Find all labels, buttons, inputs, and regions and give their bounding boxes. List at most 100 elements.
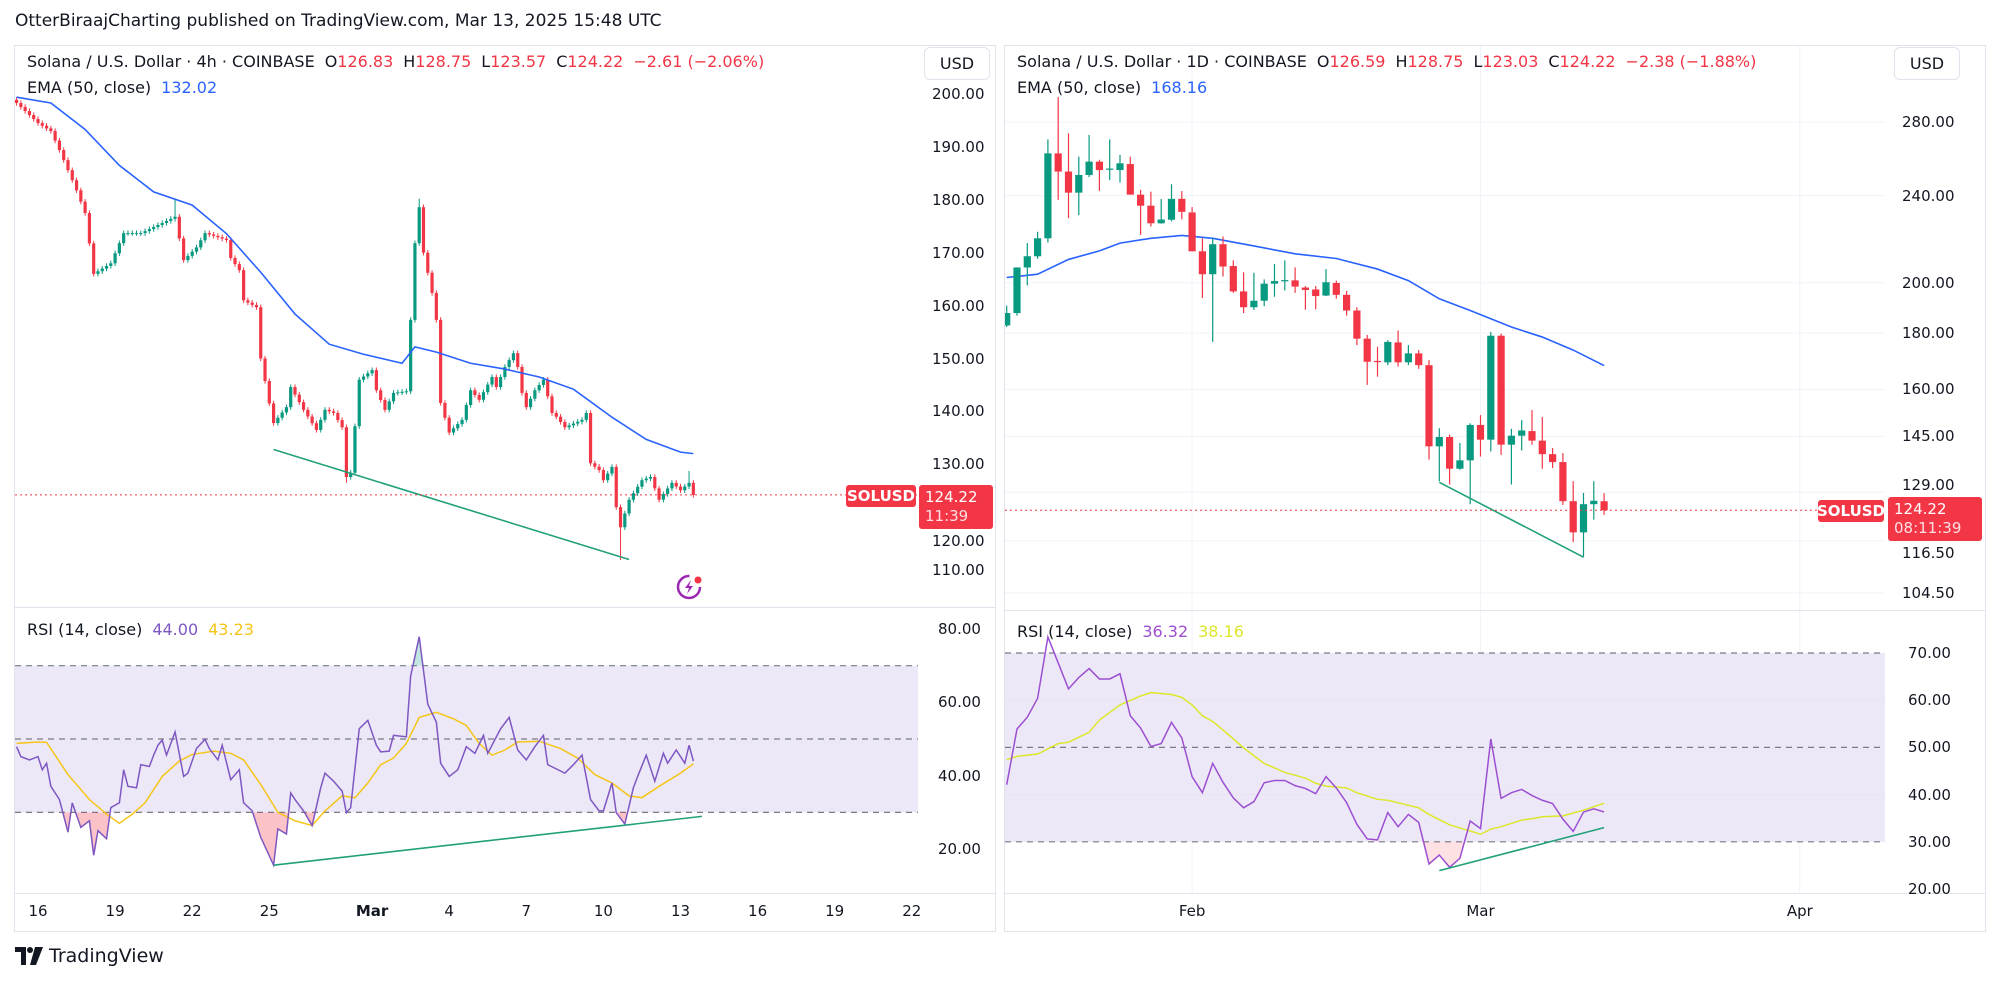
price-trendline — [273, 448, 630, 561]
time-tick: 19 — [105, 902, 125, 920]
right-symbol-title: Solana / U.S. Dollar · 1D · COINBASE — [1017, 52, 1307, 71]
candle-body — [400, 391, 404, 393]
candle-body — [203, 233, 207, 241]
price-tick: 170.00 — [932, 243, 985, 262]
candle-body — [417, 207, 421, 244]
candle-body — [666, 488, 670, 495]
candle-body — [1250, 300, 1258, 308]
rsi-tick: 20.00 — [938, 840, 981, 859]
candle-body — [1005, 313, 1011, 326]
candle-body — [469, 390, 473, 406]
candle-body — [1476, 424, 1485, 440]
candle-body — [250, 302, 254, 305]
candle-body — [1590, 500, 1598, 505]
rsi-value: 36.32 — [1142, 622, 1189, 641]
candle-body — [1343, 294, 1351, 311]
candle-body — [1229, 266, 1237, 292]
candle-body — [571, 423, 576, 426]
candle-body — [588, 412, 593, 464]
candle-body — [1198, 251, 1206, 275]
lightning-logo-icon[interactable] — [676, 574, 702, 600]
ema-value: 132.02 — [161, 78, 218, 97]
candle-body — [683, 486, 687, 491]
candle-body — [1137, 194, 1145, 206]
candle-body — [661, 494, 665, 500]
brand-name: TradingView — [49, 945, 164, 967]
left-symbol-legend[interactable]: Solana / U.S. Dollar · 4h · COINBASE O12… — [27, 52, 764, 71]
rsi-tick: 30.00 — [1908, 832, 1951, 851]
candle-body — [614, 466, 618, 508]
candle-body — [576, 421, 580, 424]
candle-body — [439, 319, 443, 403]
candle-body — [413, 243, 417, 320]
tradingview-logo-icon — [15, 947, 43, 965]
price-tick: 240.00 — [1902, 186, 1955, 205]
candle-body — [447, 417, 451, 433]
left-currency-button[interactable]: USD — [924, 47, 990, 80]
candle-body — [584, 412, 588, 420]
right-rsi-pane[interactable] — [1005, 611, 1885, 893]
rsi-tick: 40.00 — [938, 766, 981, 785]
close-label: C — [1548, 52, 1560, 71]
candle-body — [1435, 437, 1443, 447]
candle-body — [1312, 289, 1320, 297]
candle-body — [606, 473, 610, 481]
candle-body — [499, 377, 503, 388]
close-value: 124.22 — [567, 52, 624, 71]
candle-body — [323, 409, 327, 420]
right-pane-separator[interactable] — [1005, 610, 1985, 611]
candle-body — [229, 240, 233, 258]
time-tick: 25 — [259, 902, 279, 920]
footer-branding[interactable]: TradingView — [15, 945, 164, 967]
time-tick: 22 — [182, 902, 202, 920]
left-price-pane[interactable] — [15, 96, 918, 561]
candle-body — [1064, 171, 1073, 193]
candle-body — [1456, 460, 1464, 469]
candle-body — [361, 376, 366, 380]
candle-body — [242, 270, 246, 301]
candle-body — [1600, 501, 1608, 511]
candle-body — [464, 405, 468, 420]
candle-body — [62, 150, 66, 161]
candle-body — [237, 264, 241, 271]
candle-body — [224, 238, 229, 241]
candle-body — [370, 370, 374, 374]
candle-body — [691, 482, 695, 495]
bar-countdown: 11:39 — [925, 507, 969, 525]
candle-body — [301, 402, 306, 410]
candle-body — [657, 488, 661, 500]
candle-body — [130, 233, 134, 235]
time-tick: 10 — [593, 902, 613, 920]
candle-body — [490, 377, 494, 385]
time-tick: 4 — [444, 902, 454, 920]
candle-body — [53, 131, 57, 141]
candle-body — [70, 170, 74, 181]
left-rsi-legend[interactable]: RSI (14, close) 44.00 43.23 — [27, 620, 254, 639]
right-ema-legend[interactable]: EMA (50, close) 168.16 — [1017, 78, 1207, 97]
candle-body — [15, 99, 19, 103]
candle-body — [1538, 440, 1546, 455]
left-ema-legend[interactable]: EMA (50, close) 132.02 — [27, 78, 217, 97]
left-rsi-pane[interactable] — [15, 636, 918, 868]
right-time-axis-border — [1005, 893, 1985, 894]
candle-body — [434, 292, 438, 320]
right-last-price-label: 124.22 08:11:39 — [1888, 497, 1982, 541]
candle-body — [1497, 335, 1505, 445]
candle-body — [473, 390, 477, 396]
candle-body — [1219, 244, 1227, 267]
candle-body — [541, 379, 546, 385]
candle-body — [374, 370, 378, 391]
candle-body — [194, 247, 199, 252]
time-tick: 16 — [28, 902, 48, 920]
candle-body — [83, 201, 87, 214]
right-currency-button[interactable]: USD — [1894, 47, 1960, 80]
right-rsi-legend[interactable]: RSI (14, close) 36.32 38.16 — [1017, 622, 1244, 641]
low-value: 123.57 — [490, 52, 547, 71]
right-symbol-legend[interactable]: Solana / U.S. Dollar · 1D · COINBASE O12… — [1017, 52, 1756, 71]
candle-body — [567, 425, 571, 428]
left-pane-separator[interactable] — [15, 607, 995, 608]
candle-body — [190, 251, 194, 256]
low-label: L — [1473, 52, 1483, 71]
right-price-pane[interactable] — [1003, 46, 1885, 610]
